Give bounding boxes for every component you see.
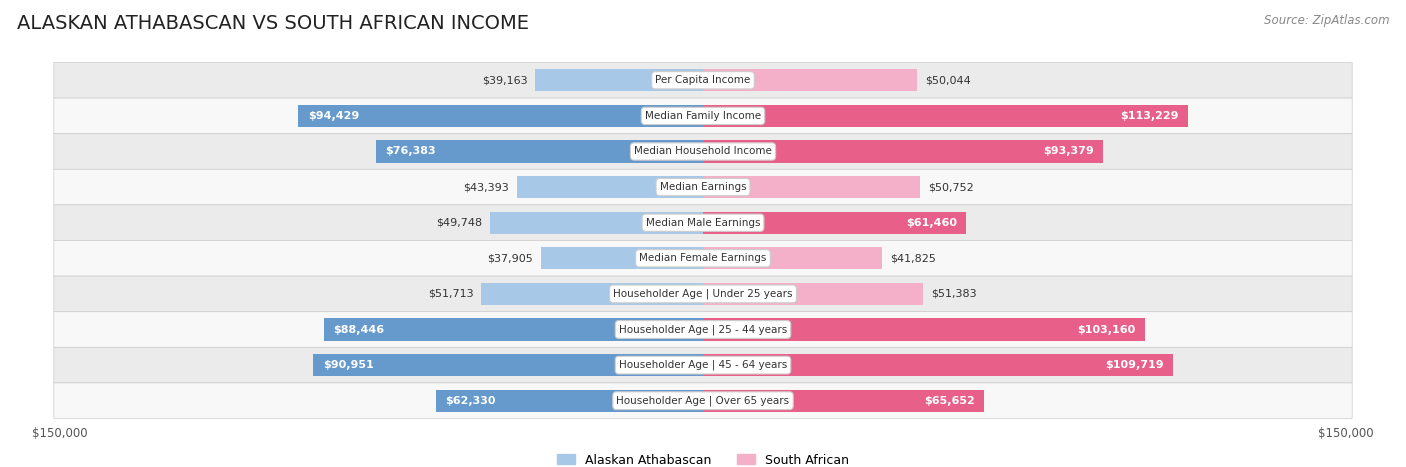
Text: Householder Age | Under 25 years: Householder Age | Under 25 years bbox=[613, 289, 793, 299]
Bar bbox=[314, 354, 703, 376]
Text: Median Male Earnings: Median Male Earnings bbox=[645, 218, 761, 228]
Text: Householder Age | 25 - 44 years: Householder Age | 25 - 44 years bbox=[619, 324, 787, 335]
Text: $37,905: $37,905 bbox=[486, 253, 533, 263]
FancyBboxPatch shape bbox=[53, 134, 1353, 170]
Bar bbox=[703, 141, 1104, 163]
Bar bbox=[489, 212, 703, 234]
Bar bbox=[703, 212, 966, 234]
Bar bbox=[703, 176, 921, 198]
FancyBboxPatch shape bbox=[53, 98, 1353, 134]
FancyBboxPatch shape bbox=[53, 241, 1353, 276]
Text: $39,163: $39,163 bbox=[482, 75, 527, 85]
Bar bbox=[703, 354, 1173, 376]
Text: $103,160: $103,160 bbox=[1077, 325, 1136, 334]
Text: Median Household Income: Median Household Income bbox=[634, 147, 772, 156]
Bar bbox=[298, 105, 703, 127]
Text: Median Earnings: Median Earnings bbox=[659, 182, 747, 192]
FancyBboxPatch shape bbox=[53, 383, 1353, 418]
Text: $61,460: $61,460 bbox=[905, 218, 956, 228]
FancyBboxPatch shape bbox=[53, 63, 1353, 98]
FancyBboxPatch shape bbox=[53, 311, 1353, 347]
FancyBboxPatch shape bbox=[53, 276, 1353, 311]
Legend: Alaskan Athabascan, South African: Alaskan Athabascan, South African bbox=[551, 449, 855, 467]
Text: Householder Age | Over 65 years: Householder Age | Over 65 years bbox=[616, 396, 790, 406]
Text: $94,429: $94,429 bbox=[308, 111, 360, 121]
Bar bbox=[703, 105, 1188, 127]
Bar bbox=[703, 69, 918, 92]
Bar bbox=[703, 247, 882, 269]
Bar bbox=[375, 141, 703, 163]
Text: $51,383: $51,383 bbox=[931, 289, 977, 299]
Text: ALASKAN ATHABASCAN VS SOUTH AFRICAN INCOME: ALASKAN ATHABASCAN VS SOUTH AFRICAN INCO… bbox=[17, 14, 529, 33]
Text: $49,748: $49,748 bbox=[436, 218, 482, 228]
Bar bbox=[540, 247, 703, 269]
FancyBboxPatch shape bbox=[53, 347, 1353, 383]
Text: Householder Age | 45 - 64 years: Householder Age | 45 - 64 years bbox=[619, 360, 787, 370]
FancyBboxPatch shape bbox=[53, 205, 1353, 241]
Text: $51,713: $51,713 bbox=[427, 289, 474, 299]
Bar bbox=[323, 318, 703, 340]
Bar bbox=[703, 318, 1144, 340]
Bar bbox=[703, 283, 924, 305]
Text: $43,393: $43,393 bbox=[464, 182, 509, 192]
Text: $50,044: $50,044 bbox=[925, 75, 972, 85]
Text: $93,379: $93,379 bbox=[1043, 147, 1094, 156]
Text: $41,825: $41,825 bbox=[890, 253, 936, 263]
Text: $65,652: $65,652 bbox=[924, 396, 974, 406]
Text: $113,229: $113,229 bbox=[1121, 111, 1178, 121]
Bar bbox=[481, 283, 703, 305]
Text: Median Family Income: Median Family Income bbox=[645, 111, 761, 121]
Text: $90,951: $90,951 bbox=[323, 360, 374, 370]
Bar bbox=[536, 69, 703, 92]
Bar bbox=[517, 176, 703, 198]
FancyBboxPatch shape bbox=[53, 170, 1353, 205]
Text: Per Capita Income: Per Capita Income bbox=[655, 75, 751, 85]
Text: $109,719: $109,719 bbox=[1105, 360, 1164, 370]
Text: $88,446: $88,446 bbox=[333, 325, 385, 334]
Text: $62,330: $62,330 bbox=[446, 396, 496, 406]
Bar bbox=[436, 389, 703, 412]
Bar bbox=[703, 389, 984, 412]
Text: Median Female Earnings: Median Female Earnings bbox=[640, 253, 766, 263]
Text: Source: ZipAtlas.com: Source: ZipAtlas.com bbox=[1264, 14, 1389, 27]
Text: $50,752: $50,752 bbox=[928, 182, 974, 192]
Text: $76,383: $76,383 bbox=[385, 147, 436, 156]
